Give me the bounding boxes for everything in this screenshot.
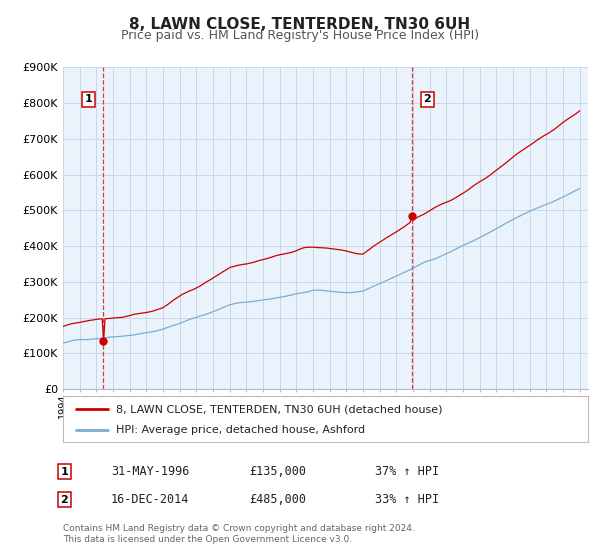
Text: 16-DEC-2014: 16-DEC-2014 xyxy=(111,493,190,506)
Text: 1: 1 xyxy=(61,466,68,477)
Text: £485,000: £485,000 xyxy=(249,493,306,506)
Text: 2: 2 xyxy=(61,494,68,505)
Text: Price paid vs. HM Land Registry's House Price Index (HPI): Price paid vs. HM Land Registry's House … xyxy=(121,29,479,42)
Text: 1: 1 xyxy=(85,95,92,104)
Text: 8, LAWN CLOSE, TENTERDEN, TN30 6UH (detached house): 8, LAWN CLOSE, TENTERDEN, TN30 6UH (deta… xyxy=(115,404,442,414)
Text: This data is licensed under the Open Government Licence v3.0.: This data is licensed under the Open Gov… xyxy=(63,535,352,544)
Text: 2: 2 xyxy=(424,95,431,104)
Text: 33% ↑ HPI: 33% ↑ HPI xyxy=(375,493,439,506)
Text: 8, LAWN CLOSE, TENTERDEN, TN30 6UH: 8, LAWN CLOSE, TENTERDEN, TN30 6UH xyxy=(130,17,470,32)
Text: HPI: Average price, detached house, Ashford: HPI: Average price, detached house, Ashf… xyxy=(115,424,365,435)
Text: Contains HM Land Registry data © Crown copyright and database right 2024.: Contains HM Land Registry data © Crown c… xyxy=(63,524,415,533)
Text: £135,000: £135,000 xyxy=(249,465,306,478)
Text: 37% ↑ HPI: 37% ↑ HPI xyxy=(375,465,439,478)
Text: 31-MAY-1996: 31-MAY-1996 xyxy=(111,465,190,478)
